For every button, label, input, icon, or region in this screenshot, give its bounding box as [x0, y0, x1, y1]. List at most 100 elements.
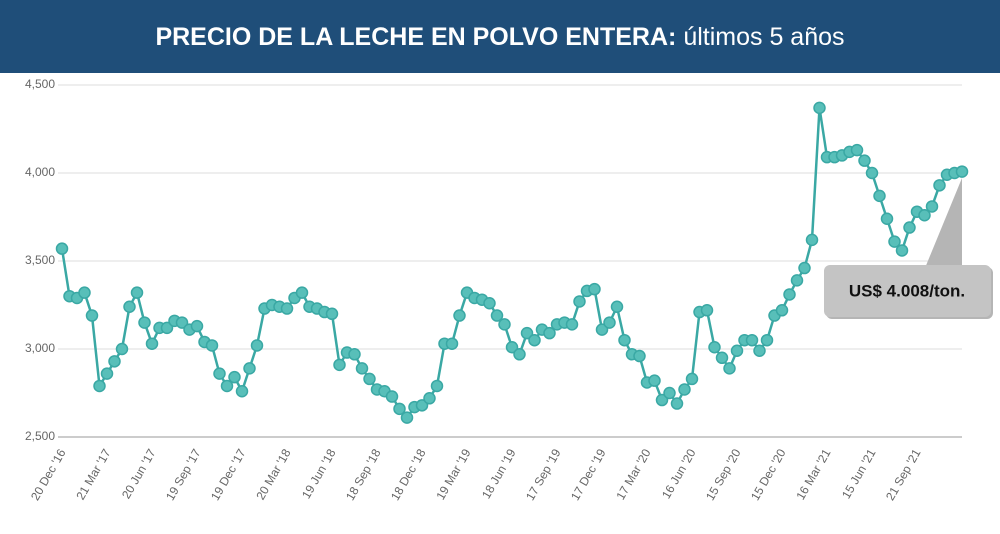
point — [715, 351, 729, 365]
x-tick-label: 15 Dec '20 — [748, 446, 789, 503]
point — [670, 397, 684, 410]
point — [955, 165, 969, 178]
x-tick-label: 21 Sep '21 — [883, 446, 924, 503]
x-tick-label: 16 Jun '20 — [659, 446, 699, 501]
point — [190, 319, 204, 333]
annotation-pointer — [925, 178, 962, 268]
x-tick-label: 17 Sep '19 — [523, 446, 564, 503]
point — [520, 326, 534, 340]
point — [588, 282, 601, 296]
point — [925, 200, 939, 213]
point — [400, 411, 414, 424]
point — [783, 288, 796, 301]
point — [55, 242, 69, 255]
annotation: US$ 4.008/ton. — [849, 281, 965, 300]
point — [678, 383, 691, 396]
point — [355, 362, 369, 375]
point — [145, 337, 159, 350]
y-tick-label: 4,000 — [25, 165, 55, 179]
point — [505, 340, 519, 354]
point — [858, 154, 871, 167]
point — [798, 261, 811, 275]
point — [663, 386, 676, 400]
point — [648, 374, 661, 387]
point — [805, 233, 819, 247]
point — [528, 333, 541, 347]
point — [243, 362, 256, 375]
point — [483, 296, 496, 310]
point — [445, 337, 459, 350]
point — [453, 309, 466, 322]
point — [565, 318, 579, 331]
point — [633, 349, 646, 363]
point — [325, 307, 339, 321]
point — [498, 318, 511, 331]
x-tick-label: 21 Mar '17 — [73, 446, 113, 502]
annotation-box — [824, 265, 991, 317]
point — [933, 179, 946, 192]
point — [385, 390, 399, 403]
x-tick-label: 19 Jun '18 — [299, 446, 339, 501]
x-tick-label: 19 Mar '19 — [433, 446, 473, 502]
point — [865, 166, 879, 180]
x-tick-label: 20 Dec '16 — [28, 446, 69, 503]
point — [108, 355, 121, 368]
point — [213, 367, 226, 380]
point — [543, 326, 556, 340]
point — [790, 274, 804, 287]
x-tick-label: 18 Jun '19 — [479, 446, 519, 501]
point — [415, 399, 429, 412]
point — [700, 304, 714, 317]
point — [573, 295, 586, 308]
point — [685, 372, 699, 386]
x-tick-label: 17 Mar '20 — [613, 446, 653, 502]
x-tick-label: 17 Dec '19 — [568, 446, 609, 503]
point — [295, 286, 309, 299]
point — [708, 340, 721, 354]
point — [813, 101, 826, 115]
point — [100, 367, 114, 380]
x-tick-label: 19 Dec '17 — [208, 446, 249, 503]
point — [873, 189, 886, 203]
title-main: PRECIO DE LA LECHE EN POLVO ENTERA: — [155, 23, 676, 51]
x-tick-label: 20 Mar '18 — [253, 446, 293, 502]
x-tick-label: 19 Sep '17 — [163, 446, 204, 503]
point — [730, 344, 744, 358]
point — [880, 212, 894, 226]
point — [85, 309, 99, 322]
x-tick-label: 16 Mar '21 — [793, 446, 833, 502]
y-tick-label: 3,000 — [25, 341, 55, 355]
point — [850, 143, 864, 157]
point — [250, 339, 264, 352]
x-tick-label: 15 Jun '21 — [839, 446, 879, 501]
point — [745, 333, 759, 347]
point — [78, 286, 91, 299]
x-tick-label: 20 Jun '17 — [119, 446, 159, 501]
point — [160, 321, 174, 335]
point — [333, 358, 346, 372]
point — [903, 221, 916, 234]
point — [348, 348, 361, 361]
point — [595, 323, 609, 336]
point — [610, 300, 624, 314]
x-tick-label: 18 Dec '18 — [388, 446, 429, 503]
point — [363, 372, 376, 386]
point — [93, 379, 106, 393]
y-tick-label: 2,500 — [25, 429, 55, 443]
point — [393, 402, 406, 416]
point — [888, 235, 901, 248]
title-bar — [0, 0, 1000, 73]
point — [430, 379, 444, 393]
chart-title: PRECIO DE LA LECHE EN POLVO ENTERA: últim… — [155, 23, 844, 51]
point — [895, 244, 909, 257]
point — [138, 316, 151, 329]
point — [115, 342, 129, 356]
point — [723, 362, 736, 375]
point — [423, 392, 436, 405]
point — [775, 304, 789, 317]
point — [235, 384, 249, 398]
x-tick-label: 18 Sep '18 — [343, 446, 384, 503]
point — [918, 208, 931, 222]
point — [123, 300, 136, 314]
